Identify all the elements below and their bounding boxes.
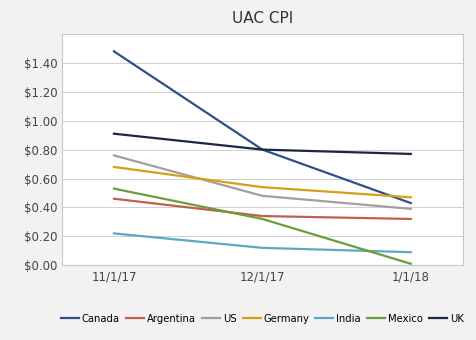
India <box>407 250 413 254</box>
US <box>259 194 265 198</box>
Germany <box>111 165 117 169</box>
Line: Canada: Canada <box>114 51 410 203</box>
India <box>259 246 265 250</box>
UK <box>111 132 117 136</box>
Mexico <box>259 217 265 221</box>
Line: US: US <box>114 155 410 209</box>
Line: Mexico: Mexico <box>114 189 410 264</box>
Line: Germany: Germany <box>114 167 410 197</box>
Canada <box>407 201 413 205</box>
US <box>111 153 117 157</box>
Canada <box>111 49 117 53</box>
Line: UK: UK <box>114 134 410 154</box>
India <box>111 231 117 235</box>
Title: UAC CPI: UAC CPI <box>231 11 292 26</box>
UK <box>259 148 265 152</box>
Mexico <box>111 187 117 191</box>
US <box>407 207 413 211</box>
Germany <box>407 195 413 199</box>
Argentina <box>111 197 117 201</box>
Canada <box>259 148 265 152</box>
Germany <box>259 185 265 189</box>
Line: India: India <box>114 233 410 252</box>
Mexico <box>407 262 413 266</box>
Legend: Canada, Argentina, US, Germany, India, Mexico, UK: Canada, Argentina, US, Germany, India, M… <box>57 309 467 327</box>
Line: Argentina: Argentina <box>114 199 410 219</box>
Argentina <box>407 217 413 221</box>
UK <box>407 152 413 156</box>
Argentina <box>259 214 265 218</box>
